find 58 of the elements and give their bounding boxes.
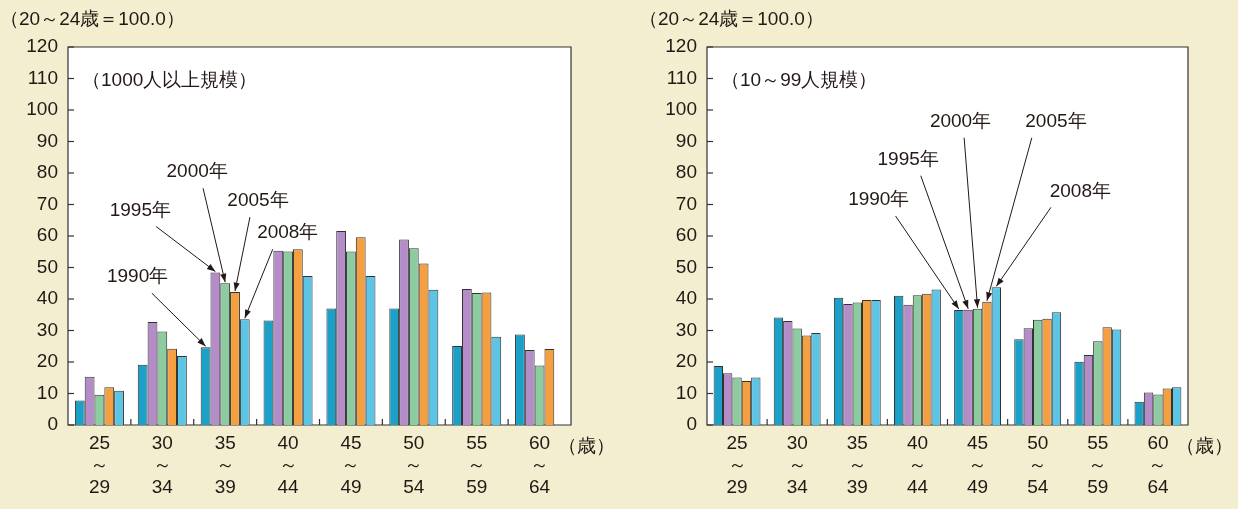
y-tick-label: 10	[675, 381, 697, 403]
y-tick-label: 110	[27, 66, 58, 88]
text: 2008年	[1049, 179, 1111, 201]
series-label: 2008年	[257, 221, 319, 243]
y-tick-label: 60	[36, 224, 58, 246]
y-tick-label: 110	[666, 66, 697, 88]
y-tick-label: 90	[675, 129, 697, 151]
x-axis-title: （歳）	[557, 435, 615, 457]
x-tick-label: 50 ～ 54	[403, 432, 425, 497]
y-tick-label: 70	[36, 192, 58, 214]
text: 1995年	[877, 147, 939, 169]
text: 1990年	[848, 188, 910, 210]
y-tick-label: 90	[36, 129, 58, 151]
x-tick-label: 55 ～ 59	[1087, 432, 1109, 497]
x-tick-label: 40 ～ 44	[906, 432, 929, 497]
x-tick-label: 30 ～ 34	[786, 432, 809, 497]
y-tick-label: 70	[675, 192, 697, 214]
x-tick-label: 25 ～ 29	[88, 432, 111, 497]
text: 1990年	[106, 265, 169, 287]
x-tick-label: 30 ～ 34	[151, 432, 174, 497]
y-axis-title: （20～24歳＝100.0）	[639, 8, 824, 30]
text: 1995年	[109, 198, 172, 220]
y-tick-label: 120	[26, 35, 58, 57]
y-tick-label: 60	[675, 224, 697, 246]
x-tick-label: 35 ～ 39	[846, 432, 868, 497]
y-tick-label: 40	[36, 287, 58, 309]
x-tick-label: 45 ～ 49	[340, 432, 362, 497]
x-axis-title: （歳）	[1175, 435, 1233, 457]
x-tick-label: 45 ～ 49	[966, 432, 989, 497]
text: 2000年	[929, 110, 992, 131]
y-tick-label: 100	[665, 98, 697, 120]
y-tick-label: 40	[675, 287, 697, 309]
y-tick-label: 50	[36, 255, 58, 277]
x-tick-label: 25 ～ 29	[726, 432, 748, 497]
y-tick-label: 120	[665, 35, 697, 57]
text: （1000人以上規模）	[82, 69, 258, 91]
text: 2005年	[227, 189, 289, 211]
y-tick-label: 10	[36, 381, 58, 403]
y-tick-label: 0	[47, 413, 58, 435]
y-tick-label: 30	[36, 318, 58, 340]
x-tick-label: 35 ～ 39	[214, 432, 236, 497]
y-tick-label: 20	[36, 350, 58, 372]
x-tick-label: 60 ～ 64	[1147, 432, 1169, 497]
y-axis-title: （20～24歳＝100.0）	[0, 8, 185, 30]
y-tick-label: 0	[686, 413, 697, 435]
text: 2000年	[166, 160, 228, 182]
y-tick-label: 80	[675, 161, 697, 183]
text: （10～99人規模）	[721, 69, 878, 91]
x-tick-label: 50 ～ 54	[1027, 432, 1049, 497]
y-tick-label: 80	[36, 161, 58, 183]
y-tick-label: 30	[675, 318, 697, 340]
y-tick-label: 20	[675, 350, 697, 372]
y-tick-label: 50	[675, 255, 697, 277]
x-tick-label: 55 ～ 59	[466, 432, 488, 497]
x-tick-label: 60 ～ 64	[528, 432, 551, 497]
text: 2005年	[1025, 110, 1087, 132]
x-tick-label: 40 ～ 44	[277, 432, 300, 497]
y-tick-label: 100	[26, 98, 58, 120]
